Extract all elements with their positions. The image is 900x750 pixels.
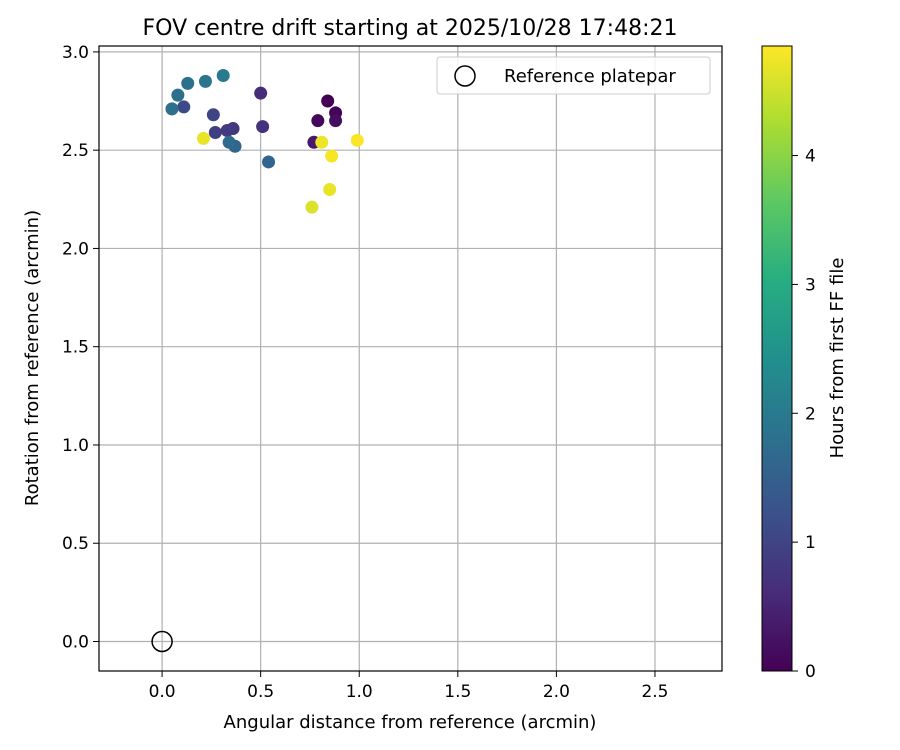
colorbar-tick-label: 0 [805, 662, 816, 682]
y-tick-label: 0.5 [62, 534, 89, 554]
colorbar-tick-label: 4 [805, 147, 816, 167]
data-point [198, 74, 212, 88]
x-tick-label: 2.0 [543, 682, 570, 702]
legend: Reference platepar [436, 56, 711, 95]
x-axis-ticks: 0.0 0.5 1.0 1.5 2.0 2.5 [149, 671, 668, 702]
colorbar: 0 1 2 3 4 Hours from first FF file [761, 45, 848, 682]
data-point [262, 155, 276, 169]
data-point [208, 125, 222, 139]
data-point [177, 100, 191, 114]
data-point [329, 114, 343, 128]
colorbar-label: Hours from first FF file [827, 258, 848, 459]
data-point [315, 135, 329, 149]
y-axis-label: Rotation from reference (arcmin) [22, 210, 43, 506]
data-point [350, 133, 364, 147]
plot-frame [98, 45, 723, 672]
y-tick-label: 2.5 [62, 141, 89, 161]
x-tick-label: 1.5 [444, 682, 471, 702]
data-point [305, 200, 319, 214]
reference-marker [151, 630, 173, 653]
legend-marker-icon [454, 65, 476, 87]
data-point [311, 114, 325, 128]
y-tick-label: 1.5 [62, 338, 89, 358]
colorbar-tick-label: 1 [805, 533, 816, 553]
x-tick-label: 2.5 [641, 682, 668, 702]
data-point [165, 102, 179, 116]
data-point [222, 135, 236, 149]
data-point [171, 88, 185, 102]
colorbar-tick-label: 2 [805, 404, 816, 424]
y-tick-label: 2.0 [62, 239, 89, 259]
y-tick-label: 0.0 [62, 633, 89, 653]
reference-platepar-point [151, 630, 173, 653]
x-tick-label: 0.0 [149, 682, 176, 702]
data-point [216, 68, 230, 82]
data-point [325, 149, 339, 163]
data-point [196, 131, 210, 145]
data-point [256, 120, 270, 134]
y-tick-label: 3.0 [62, 43, 89, 63]
data-point [254, 86, 268, 100]
grid [99, 46, 722, 671]
y-axis-ticks: 0.0 0.5 1.0 1.5 2.0 2.5 3.0 [62, 43, 99, 653]
x-tick-label: 1.0 [346, 682, 373, 702]
data-point [321, 94, 335, 108]
x-axis-label: Angular distance from reference (arcmin) [224, 712, 597, 733]
scatter-points [165, 68, 364, 214]
data-point [220, 124, 234, 138]
colorbar-ticks: 0 1 2 3 4 [792, 147, 816, 682]
data-point [323, 182, 337, 196]
chart-title: FOV centre drift starting at 2025/10/28 … [143, 16, 678, 41]
legend-label: Reference platepar [504, 66, 676, 87]
x-tick-label: 0.5 [247, 682, 274, 702]
y-tick-label: 1.0 [62, 436, 89, 456]
legend-box [436, 56, 711, 95]
data-point [181, 76, 195, 90]
data-point [206, 108, 220, 122]
colorbar-tick-label: 3 [805, 275, 816, 295]
colorbar-gradient [761, 45, 793, 672]
